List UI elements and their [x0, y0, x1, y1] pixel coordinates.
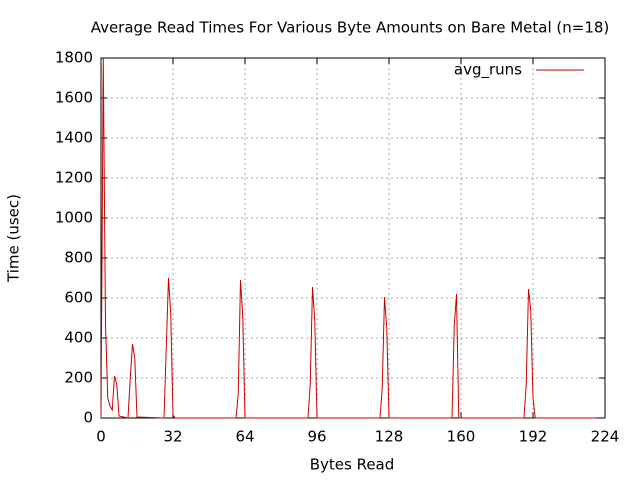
x-tick-label: 32	[163, 428, 182, 446]
x-tick-label: 192	[519, 428, 548, 446]
x-tick-label: 64	[235, 428, 254, 446]
y-tick-label: 1400	[55, 129, 93, 147]
y-tick-label: 1000	[55, 209, 93, 227]
y-tick-label: 1200	[55, 169, 93, 187]
data-line	[100, 57, 596, 419]
x-axis-label: Bytes Read	[310, 456, 395, 474]
y-tick-label: 1600	[55, 89, 93, 107]
chart-title: Average Read Times For Various Byte Amou…	[91, 19, 610, 37]
y-axis-label: Time (usec)	[5, 194, 23, 283]
legend-label: avg_runs	[454, 61, 522, 80]
y-tick-label: 1800	[55, 49, 93, 67]
y-tick-label: 0	[83, 409, 93, 427]
x-tick-label: 0	[96, 428, 106, 446]
x-tick-label: 128	[375, 428, 404, 446]
x-tick-label: 224	[591, 428, 620, 446]
y-tick-label: 200	[64, 369, 93, 387]
x-tick-label: 96	[307, 428, 326, 446]
y-tick-label: 800	[64, 249, 93, 267]
y-tick-label: 400	[64, 329, 93, 347]
y-tick-label: 600	[64, 289, 93, 307]
x-tick-label: 160	[447, 428, 476, 446]
plot-frame	[100, 57, 606, 419]
